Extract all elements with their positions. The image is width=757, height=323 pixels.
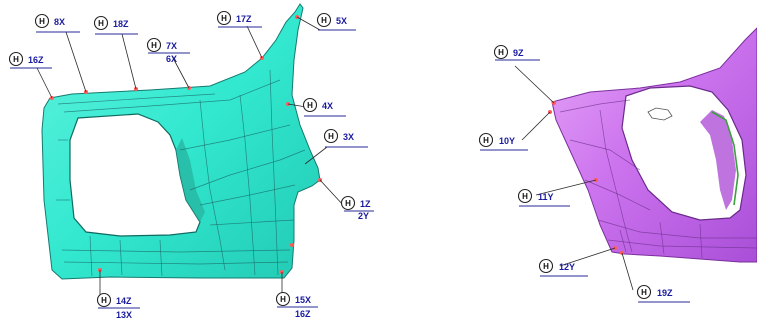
svg-text:16Z: 16Z — [28, 55, 44, 65]
svg-text:8X: 8X — [54, 17, 65, 27]
left-part-cutout — [69, 113, 201, 237]
left-part-cutout-shade — [176, 138, 205, 222]
svg-text:17Z: 17Z — [236, 14, 252, 24]
svg-text:H: H — [321, 16, 327, 25]
callout-5x: H 5X — [316, 12, 356, 31]
svg-text:H: H — [498, 48, 504, 57]
right-part-wire — [647, 107, 673, 121]
svg-text:18Z: 18Z — [113, 19, 129, 29]
svg-text:H: H — [221, 14, 227, 23]
svg-text:H: H — [151, 41, 157, 50]
callout-16z-left: H 16Z — [8, 51, 52, 69]
callout-12y: H 12Y — [538, 258, 588, 277]
callout-3x: H 3X — [323, 128, 368, 148]
right-part-inner-lip — [700, 110, 736, 210]
svg-text:H: H — [307, 101, 313, 110]
callout-7x-6x: H 7X 6X — [146, 37, 190, 64]
svg-text:3X: 3X — [343, 132, 354, 142]
svg-text:10Y: 10Y — [499, 136, 515, 146]
callout-10y: H 10Y — [478, 132, 528, 151]
svg-text:H: H — [522, 192, 528, 201]
callout-1z-2y: H 1Z 2Y — [340, 195, 374, 221]
callout-17z: H 17Z — [216, 10, 262, 28]
callout-15x-16z: H 15X 16Z — [275, 291, 318, 319]
svg-text:H: H — [280, 295, 286, 304]
svg-text:12Y: 12Y — [559, 262, 575, 272]
svg-text:H: H — [641, 288, 647, 297]
callout-9z: H 9Z — [493, 44, 540, 61]
marker-side — [290, 243, 294, 247]
svg-text:4X: 4X — [322, 101, 333, 111]
svg-text:15X: 15X — [295, 295, 311, 305]
svg-text:16Z: 16Z — [295, 309, 311, 319]
svg-text:19Z: 19Z — [657, 288, 673, 298]
svg-text:7X: 7X — [166, 41, 177, 51]
callout-19z: H 19Z — [636, 284, 690, 303]
right-part — [548, 27, 757, 263]
svg-text:1Z: 1Z — [360, 199, 371, 209]
svg-text:H: H — [39, 17, 45, 26]
svg-text:2Y: 2Y — [358, 211, 369, 221]
svg-text:H: H — [98, 19, 104, 28]
svg-text:H: H — [13, 55, 19, 64]
svg-text:H: H — [328, 132, 334, 141]
svg-text:H: H — [543, 262, 549, 271]
callout-4x: H 4X — [302, 97, 346, 117]
right-part-green-edge — [711, 111, 739, 206]
callout-14z-13x: H 14Z 13X — [96, 292, 140, 320]
svg-text:H: H — [101, 296, 107, 305]
callout-11y: H 11Y — [517, 188, 570, 207]
svg-text:H: H — [483, 136, 489, 145]
right-part-mesh — [559, 99, 757, 259]
svg-text:5X: 5X — [336, 16, 347, 26]
svg-text:6X: 6X — [166, 54, 177, 64]
callout-18z: H 18Z — [93, 15, 138, 35]
svg-text:13X: 13X — [116, 310, 132, 320]
left-part-mesh — [56, 69, 306, 277]
callout-8x: H 8X — [34, 13, 80, 33]
svg-text:9Z: 9Z — [513, 48, 524, 58]
svg-text:14Z: 14Z — [116, 296, 132, 306]
svg-text:H: H — [345, 199, 351, 208]
svg-text:11Y: 11Y — [538, 192, 554, 202]
left-part — [41, 3, 322, 280]
